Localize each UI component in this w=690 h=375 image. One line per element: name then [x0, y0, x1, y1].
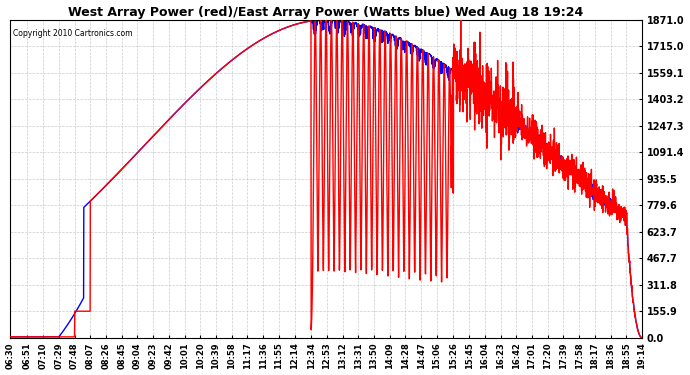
Text: Copyright 2010 Cartronics.com: Copyright 2010 Cartronics.com — [13, 29, 132, 38]
Title: West Array Power (red)/East Array Power (Watts blue) Wed Aug 18 19:24: West Array Power (red)/East Array Power … — [68, 6, 584, 18]
